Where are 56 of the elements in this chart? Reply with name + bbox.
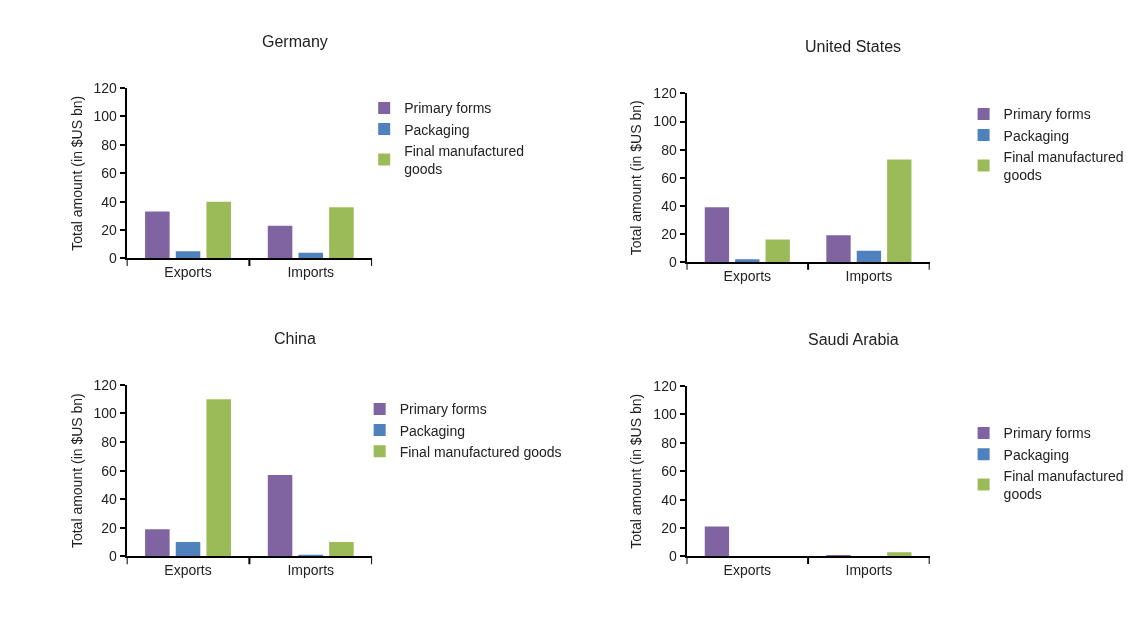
x-tick-label: Imports xyxy=(287,562,335,579)
y-tick-label: 60 xyxy=(101,462,118,479)
x-tick-label: Imports xyxy=(845,267,893,284)
y-axis-title: Total amount (in $US bn) xyxy=(68,95,85,251)
y-axis-title: Total amount (in $US bn) xyxy=(628,393,645,549)
legend-label: Packaging xyxy=(399,422,466,439)
y-tick-label: 40 xyxy=(661,197,677,214)
x-tick-label: Imports xyxy=(287,264,335,281)
y-tick-label: 80 xyxy=(661,141,677,158)
y-tick-label: 60 xyxy=(101,165,118,182)
chart-title: Germany xyxy=(262,33,328,50)
legend-label: Primary forms xyxy=(404,100,492,117)
y-tick-label: 20 xyxy=(101,221,118,238)
y-tick-label: 100 xyxy=(653,113,677,130)
y-tick-label: 80 xyxy=(101,136,118,153)
legend-label: Packaging xyxy=(404,121,470,138)
x-tick-label: Exports xyxy=(164,264,212,281)
y-tick-label: 0 xyxy=(668,253,677,270)
y-tick-label: 0 xyxy=(109,250,118,267)
chart-title: China xyxy=(274,330,316,347)
y-tick-label: 100 xyxy=(653,406,677,423)
y-tick-label: 20 xyxy=(661,225,677,242)
y-axis-title: Total amount (in $US bn) xyxy=(68,393,85,549)
y-tick-label: 120 xyxy=(653,377,677,394)
y-tick-label: 120 xyxy=(653,85,677,102)
y-tick-label: 100 xyxy=(93,405,118,422)
y-tick-label: 120 xyxy=(93,79,118,96)
y-tick-label: 80 xyxy=(661,434,677,451)
legend-label: Packaging xyxy=(1003,446,1069,463)
legend-label: Final manufactured goods xyxy=(1003,148,1124,183)
y-tick-label: 0 xyxy=(109,548,118,565)
x-tick-label: Exports xyxy=(723,267,772,284)
chart-title: United States xyxy=(805,38,902,55)
legend-label: Primary forms xyxy=(1003,425,1091,442)
y-tick-label: 0 xyxy=(668,548,677,565)
y-tick-label: 80 xyxy=(101,433,118,450)
y-tick-label: 60 xyxy=(661,169,677,186)
legend-label: Packaging xyxy=(1003,127,1069,144)
y-tick-label: 120 xyxy=(93,376,118,393)
legend-label: Primary forms xyxy=(1003,106,1091,123)
y-tick-label: 40 xyxy=(101,491,118,508)
y-axis-title: Total amount (in $US bn) xyxy=(628,100,645,256)
y-tick-label: 20 xyxy=(101,519,118,536)
x-tick-label: Imports xyxy=(845,562,893,579)
legend-label: Primary forms xyxy=(399,401,487,418)
legend-label: Final manufactured goods xyxy=(404,142,525,177)
y-tick-label: 100 xyxy=(93,108,118,125)
legend-label: Final manufactured goods xyxy=(399,443,562,460)
x-tick-label: Exports xyxy=(723,562,772,579)
legend-label: Final manufactured goods xyxy=(1003,467,1124,503)
chart-title: Saudi Arabia xyxy=(808,331,899,348)
y-tick-label: 20 xyxy=(661,519,677,536)
x-tick-label: Exports xyxy=(164,562,212,579)
y-tick-label: 60 xyxy=(661,463,677,480)
y-tick-label: 40 xyxy=(661,491,677,508)
y-tick-label: 40 xyxy=(101,193,118,210)
